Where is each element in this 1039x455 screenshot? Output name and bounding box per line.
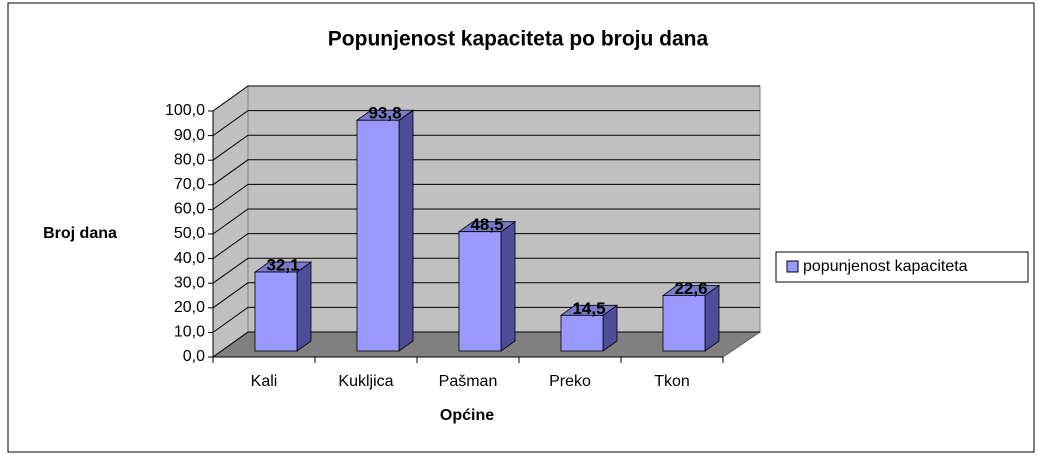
bar-side [398, 109, 414, 352]
x-tick-label: Kali [251, 373, 278, 390]
bar-side [296, 261, 312, 352]
bar-side [500, 220, 516, 352]
grid-line [212, 85, 760, 112]
y-tick-label: 20,0 [174, 299, 205, 316]
bar [662, 295, 706, 352]
x-tick-label: Tkon [654, 373, 690, 390]
grid-line [212, 257, 760, 284]
bar [560, 314, 604, 352]
y-tick-label: 0,0 [183, 348, 205, 365]
bar [458, 231, 502, 352]
grid-line [212, 233, 760, 260]
value-label: 22,6 [674, 279, 707, 298]
y-tick-label: 70,0 [174, 176, 205, 193]
grid-line [212, 208, 760, 235]
value-label: 48,5 [470, 215, 503, 234]
y-tick-label: 10,0 [174, 324, 205, 341]
y-tick-label: 100,0 [165, 102, 205, 119]
y-tick-label: 60,0 [174, 201, 205, 218]
grid-line [212, 183, 760, 210]
x-tick-label: Kukljica [338, 373, 393, 390]
value-label: 93,8 [368, 104, 401, 123]
x-tick-label: Pašman [439, 373, 498, 390]
grid-line [212, 110, 760, 137]
bar [356, 119, 400, 352]
legend [775, 251, 1029, 283]
chart-title: Popunjenost kapaciteta po broju dana [328, 28, 709, 51]
y-tick-label: 30,0 [174, 274, 205, 291]
x-tick-label: Preko [549, 373, 591, 390]
bar [254, 271, 298, 352]
y-tick-label: 90,0 [174, 127, 205, 144]
legend-swatch [786, 260, 799, 273]
y-tick-label: 80,0 [174, 151, 205, 168]
grid-line [212, 282, 760, 309]
y-tick-label: 40,0 [174, 250, 205, 267]
y-tick-label: 50,0 [174, 225, 205, 242]
grid-line [212, 134, 760, 161]
legend-label: popunjenost kapaciteta [803, 258, 968, 275]
x-axis-label: Općine [440, 407, 494, 424]
grid-line [212, 159, 760, 186]
value-label: 14,5 [572, 299, 605, 318]
value-label: 32,1 [266, 256, 299, 275]
y-axis-label: Broj dana [43, 225, 117, 242]
